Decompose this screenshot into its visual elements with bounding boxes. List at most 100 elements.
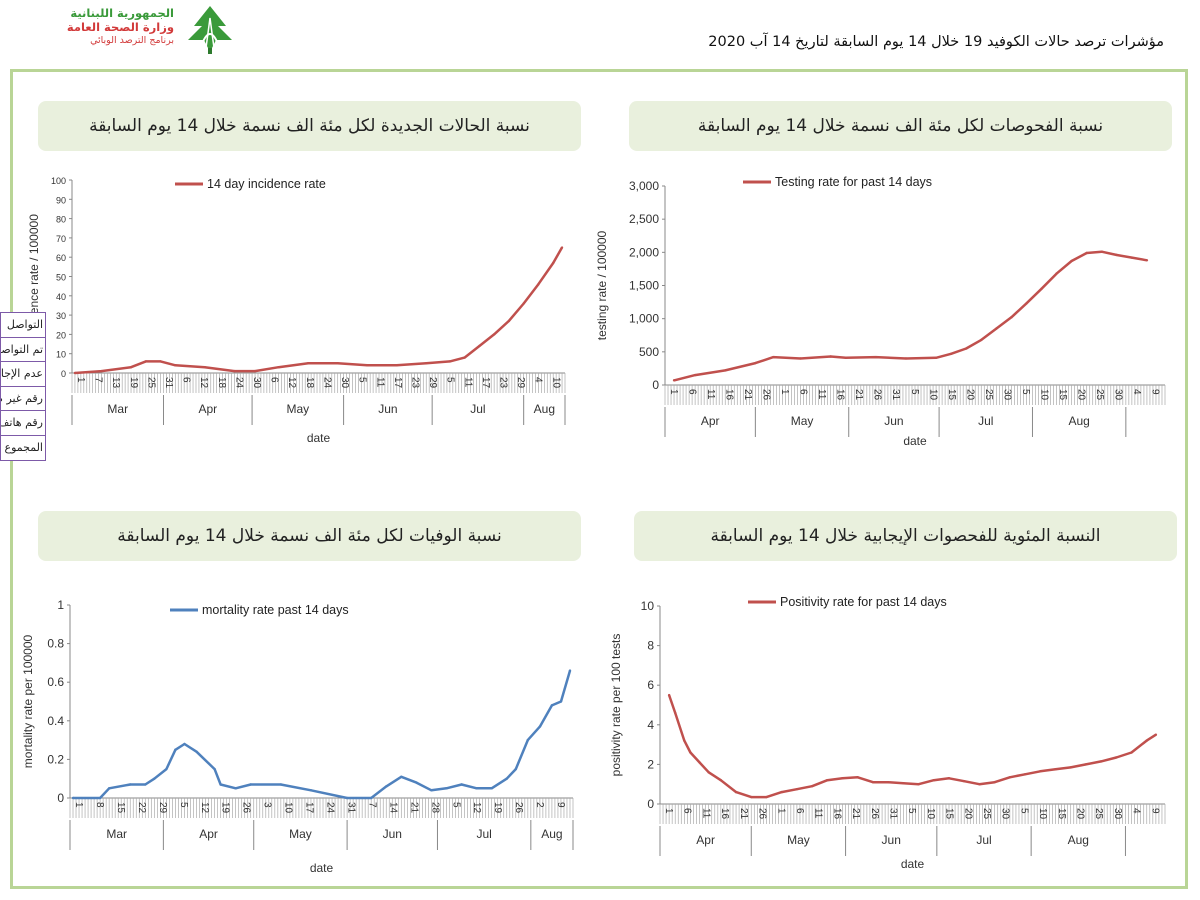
x-day-label: 30 — [1000, 808, 1011, 820]
data-point — [734, 790, 738, 794]
data-point — [844, 356, 847, 360]
x-day-label: 25 — [1094, 389, 1105, 401]
x-day-label: 16 — [835, 389, 846, 401]
x-day-label: 16 — [831, 808, 842, 820]
x-month-label: Jul — [978, 414, 993, 428]
data-point — [159, 360, 162, 363]
x-day-label: 15 — [1057, 389, 1068, 401]
y-tick-label: 500 — [639, 345, 659, 359]
x-day-label: 6 — [687, 389, 698, 395]
data-point — [174, 748, 177, 751]
y-tick-label: 1 — [57, 598, 64, 612]
data-point — [73, 371, 77, 375]
x-day-label: 20 — [964, 389, 975, 401]
x-day-label: 19 — [492, 802, 503, 814]
y-tick-label: 2 — [647, 757, 654, 771]
x-month-label: Aug — [1068, 833, 1089, 847]
data-point — [1145, 259, 1149, 262]
y-tick-label: 80 — [56, 215, 66, 225]
x-day-label: 30 — [339, 377, 350, 389]
y-tick-label: 1,500 — [629, 279, 659, 293]
data-point — [719, 779, 723, 782]
x-day-label: 21 — [853, 389, 864, 401]
x-day-label: 12 — [286, 377, 297, 389]
x-day-label: 4 — [1131, 389, 1142, 395]
table-row: رقم غير صحيح — [1, 387, 45, 411]
x-day-label: 26 — [869, 808, 880, 820]
x-day-label: 11 — [374, 377, 385, 388]
x-day-label: 31 — [345, 802, 356, 814]
x-day-label: 14 — [387, 802, 398, 814]
x-day-label: 13 — [110, 377, 121, 389]
data-point — [514, 767, 517, 771]
x-day-label: 28 — [429, 802, 440, 814]
x-axis-title: date — [903, 434, 927, 448]
data-point — [829, 355, 832, 358]
data-point — [1130, 256, 1134, 259]
x-day-label: 31 — [890, 389, 901, 401]
data-point — [448, 360, 452, 363]
data-point — [460, 783, 463, 786]
data-point — [385, 785, 388, 788]
x-day-label: 9 — [1149, 389, 1160, 395]
data-point — [1084, 763, 1088, 766]
x-day-label: 12 — [198, 377, 209, 389]
data-point — [507, 319, 511, 323]
data-point — [1115, 756, 1118, 759]
x-month-label: Jun — [884, 414, 903, 428]
table-row: المجموع — [4, 440, 43, 454]
x-day-label: 24 — [233, 377, 244, 389]
data-point — [183, 742, 186, 746]
x-day-label: 3 — [262, 802, 273, 808]
x-month-label: Jun — [383, 827, 402, 841]
x-day-label: 5 — [450, 802, 461, 808]
x-day-label: 26 — [241, 802, 252, 814]
x-day-label: 26 — [872, 389, 883, 401]
data-point — [810, 784, 814, 788]
data-point — [765, 795, 768, 799]
legend-label: 14 day incidence rate — [207, 177, 326, 191]
x-day-label: 19 — [128, 377, 139, 389]
y-tick-label: 2,000 — [629, 245, 659, 259]
x-day-label: 6 — [181, 377, 192, 383]
x-month-label: Aug — [1068, 414, 1089, 428]
series-line — [667, 694, 1157, 799]
data-point — [522, 302, 525, 305]
data-point — [965, 347, 968, 350]
table-row: عدم الإجابة — [1, 362, 45, 387]
table-row: رقم هاتف — [1, 411, 45, 436]
data-point — [277, 366, 280, 369]
y-tick-label: 10 — [56, 350, 66, 360]
x-day-label: 17 — [392, 377, 403, 389]
y-tick-label: 0.2 — [47, 752, 64, 766]
data-point — [1039, 770, 1042, 773]
data-point — [917, 783, 920, 786]
data-point — [1099, 760, 1103, 763]
x-day-label: 10 — [283, 802, 294, 814]
x-day-label: 10 — [1038, 389, 1049, 401]
data-point — [107, 787, 111, 790]
x-day-label: 26 — [761, 389, 772, 401]
data-point — [780, 790, 783, 794]
x-day-label: 7 — [366, 802, 377, 808]
data-point — [932, 779, 935, 782]
data-point — [445, 787, 448, 790]
charts-frame — [10, 69, 1188, 889]
x-day-label: 10 — [927, 389, 938, 401]
y-axis-title: mortality rate per 100000 — [21, 634, 35, 768]
data-point — [203, 366, 207, 369]
x-month-label: Apr — [701, 414, 720, 428]
x-month-label: Apr — [199, 827, 218, 841]
data-point — [934, 356, 938, 360]
y-tick-label: 90 — [56, 195, 66, 205]
x-day-label: 25 — [1093, 808, 1104, 820]
data-point — [279, 783, 283, 786]
x-day-label: 8 — [94, 802, 105, 808]
data-point — [707, 771, 710, 774]
data-point — [674, 711, 677, 715]
x-month-label: Jul — [470, 402, 485, 416]
y-tick-label: 0 — [61, 369, 66, 379]
data-point — [902, 782, 905, 785]
y-tick-label: 100 — [51, 176, 66, 186]
y-tick-label: 70 — [56, 234, 66, 244]
